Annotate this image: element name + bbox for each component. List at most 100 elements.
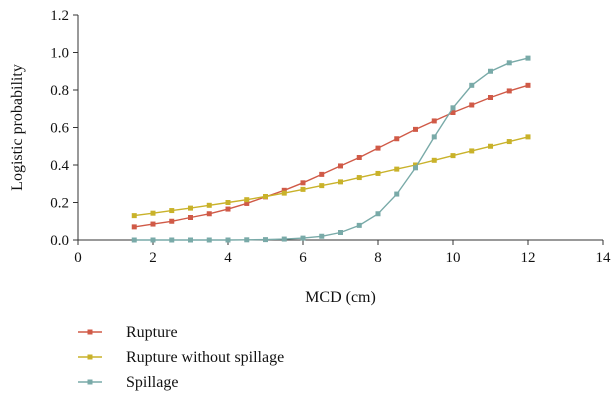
data-point	[413, 165, 418, 171]
data-point	[225, 200, 231, 205]
data-point	[431, 118, 437, 124]
data-point	[244, 197, 250, 203]
data-point	[300, 235, 306, 241]
data-point	[150, 237, 156, 243]
data-point	[319, 171, 325, 177]
data-point	[450, 153, 456, 159]
data-point	[131, 237, 137, 243]
data-point	[431, 157, 437, 163]
data-point	[225, 206, 231, 212]
series-line-spillage	[134, 57, 529, 241]
x-tick-label: 2	[149, 250, 157, 266]
data-point	[469, 82, 475, 88]
y-tick-label: 0.2	[50, 196, 69, 212]
data-point	[506, 139, 512, 145]
data-point	[488, 143, 493, 149]
y-axis-title: Logistic probability	[9, 64, 26, 191]
x-axis-title: MCD (cm)	[305, 289, 376, 306]
legend-label: Rupture	[126, 324, 178, 341]
legend-swatch-marker	[87, 354, 93, 360]
data-point	[338, 230, 343, 235]
data-point	[150, 210, 156, 216]
legend-swatch-marker	[87, 379, 93, 385]
data-point	[281, 236, 287, 242]
x-tick-label: 12	[521, 250, 536, 266]
data-point	[525, 55, 531, 61]
data-point	[356, 222, 362, 228]
data-point	[150, 221, 156, 227]
x-tick-label: 0	[74, 250, 82, 266]
legend-label: Rupture without spillage	[126, 349, 284, 366]
y-tick-label: 0.8	[50, 83, 69, 99]
data-point	[431, 134, 437, 140]
data-point	[281, 190, 287, 196]
data-point	[375, 145, 381, 151]
data-point	[225, 237, 231, 243]
series-line-rupture-without-spillage	[134, 136, 529, 217]
data-point	[131, 224, 137, 230]
data-point	[188, 215, 193, 220]
data-point	[413, 162, 418, 168]
data-point	[488, 95, 493, 100]
chart-series	[131, 55, 531, 243]
data-point	[506, 88, 512, 94]
data-point	[319, 233, 325, 239]
data-point	[356, 155, 362, 160]
y-tick-label: 0.6	[50, 121, 69, 137]
data-point	[338, 179, 343, 185]
data-point	[131, 213, 137, 219]
data-point	[206, 202, 212, 208]
y-tick-label: 0.4	[50, 158, 69, 174]
data-point	[169, 208, 175, 214]
data-point	[506, 60, 512, 66]
data-point	[469, 148, 475, 154]
data-point	[169, 218, 175, 224]
data-point	[394, 136, 400, 142]
data-point	[488, 68, 493, 74]
chart-ticks: 0 2 4 6 8 10 12 14 0.0 0.2 0.4 0.6 0.8 1.0 1.2	[50, 8, 611, 266]
data-point	[206, 211, 212, 217]
data-point	[394, 166, 400, 172]
data-point	[375, 211, 381, 217]
x-tick-label: 14	[596, 250, 612, 266]
x-tick-label: 10	[446, 250, 461, 266]
data-point	[394, 191, 400, 197]
y-tick-label: 1.2	[50, 8, 69, 24]
data-point	[356, 175, 362, 181]
chart-axes	[77, 15, 603, 241]
data-point	[281, 187, 287, 193]
x-tick-label: 6	[299, 250, 307, 266]
data-point	[469, 102, 475, 108]
data-point	[263, 194, 268, 199]
data-point	[169, 237, 175, 243]
y-tick-label: 0.0	[50, 233, 69, 249]
data-point	[244, 237, 250, 243]
data-point	[525, 134, 531, 140]
data-point	[338, 163, 343, 169]
data-point	[188, 205, 193, 211]
legend-item-spillage: Spillage	[78, 374, 178, 391]
x-tick-label: 8	[374, 250, 382, 266]
data-point	[375, 170, 381, 176]
data-point	[263, 237, 268, 243]
series-rupture-without-spillage	[131, 134, 531, 219]
x-tick-label: 4	[224, 250, 232, 266]
data-point	[300, 186, 306, 192]
chart-legend: Rupture Rupture without spillage Spillage	[78, 324, 284, 391]
data-point	[450, 105, 456, 111]
series-spillage	[131, 55, 531, 243]
series-line-rupture	[134, 84, 529, 228]
y-tick-label: 1.0	[50, 46, 69, 62]
data-point	[319, 183, 325, 189]
data-point	[244, 200, 250, 206]
data-point	[206, 237, 212, 243]
data-point	[525, 82, 531, 88]
data-point	[413, 126, 418, 132]
legend-swatch-marker	[87, 329, 93, 335]
data-point	[188, 237, 193, 243]
data-point	[450, 110, 456, 115]
data-point	[300, 180, 306, 186]
legend-item-rupture-without-spillage: Rupture without spillage	[78, 349, 284, 366]
legend-item-rupture: Rupture	[78, 324, 178, 341]
